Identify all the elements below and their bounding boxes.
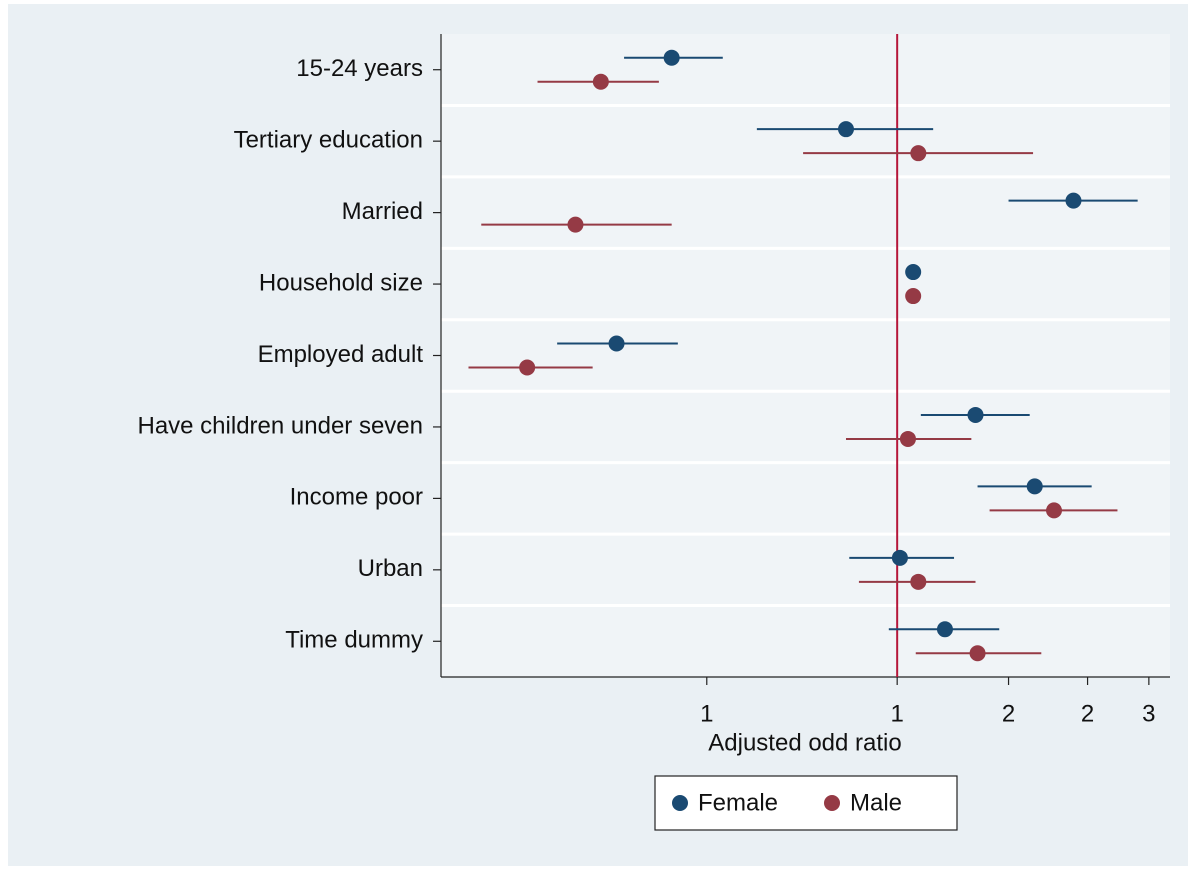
point bbox=[905, 288, 922, 305]
point bbox=[891, 549, 908, 566]
point bbox=[899, 430, 916, 447]
x-tick-label: 3 bbox=[1142, 700, 1155, 727]
point bbox=[905, 264, 922, 281]
point bbox=[663, 49, 680, 66]
y-tick-label: Have children under seven bbox=[137, 412, 423, 439]
point bbox=[936, 621, 953, 638]
x-tick-label: 1 bbox=[700, 700, 713, 727]
legend-label: Male bbox=[850, 789, 902, 816]
point bbox=[592, 73, 609, 90]
point bbox=[519, 359, 536, 376]
legend-marker bbox=[824, 795, 840, 811]
y-tick-label: Tertiary education bbox=[234, 127, 423, 154]
y-tick-label: Married bbox=[342, 198, 423, 225]
x-tick-label: 1 bbox=[890, 700, 903, 727]
point bbox=[969, 645, 986, 662]
point bbox=[910, 145, 927, 162]
point bbox=[1065, 192, 1082, 209]
legend-marker bbox=[672, 795, 688, 811]
x-tick-label: 2 bbox=[1081, 700, 1094, 727]
point bbox=[567, 216, 584, 233]
y-tick-label: Household size bbox=[259, 269, 423, 296]
y-tick-label: Urban bbox=[358, 555, 423, 582]
x-axis-title: Adjusted odd ratio bbox=[708, 729, 901, 756]
legend-box bbox=[654, 775, 958, 831]
point bbox=[608, 335, 625, 352]
y-tick-label: Income poor bbox=[290, 484, 423, 511]
point bbox=[1026, 478, 1043, 495]
point bbox=[837, 121, 854, 138]
plot-bg bbox=[441, 34, 1170, 677]
legend-label: Female bbox=[698, 789, 778, 816]
point bbox=[910, 573, 927, 590]
y-tick-label: Employed adult bbox=[258, 341, 424, 368]
y-tick-label: 15-24 years bbox=[296, 55, 423, 82]
x-tick-label: 2 bbox=[1002, 700, 1015, 727]
y-tick-label: Time dummy bbox=[285, 627, 423, 654]
point bbox=[967, 406, 984, 423]
point bbox=[1046, 502, 1063, 519]
